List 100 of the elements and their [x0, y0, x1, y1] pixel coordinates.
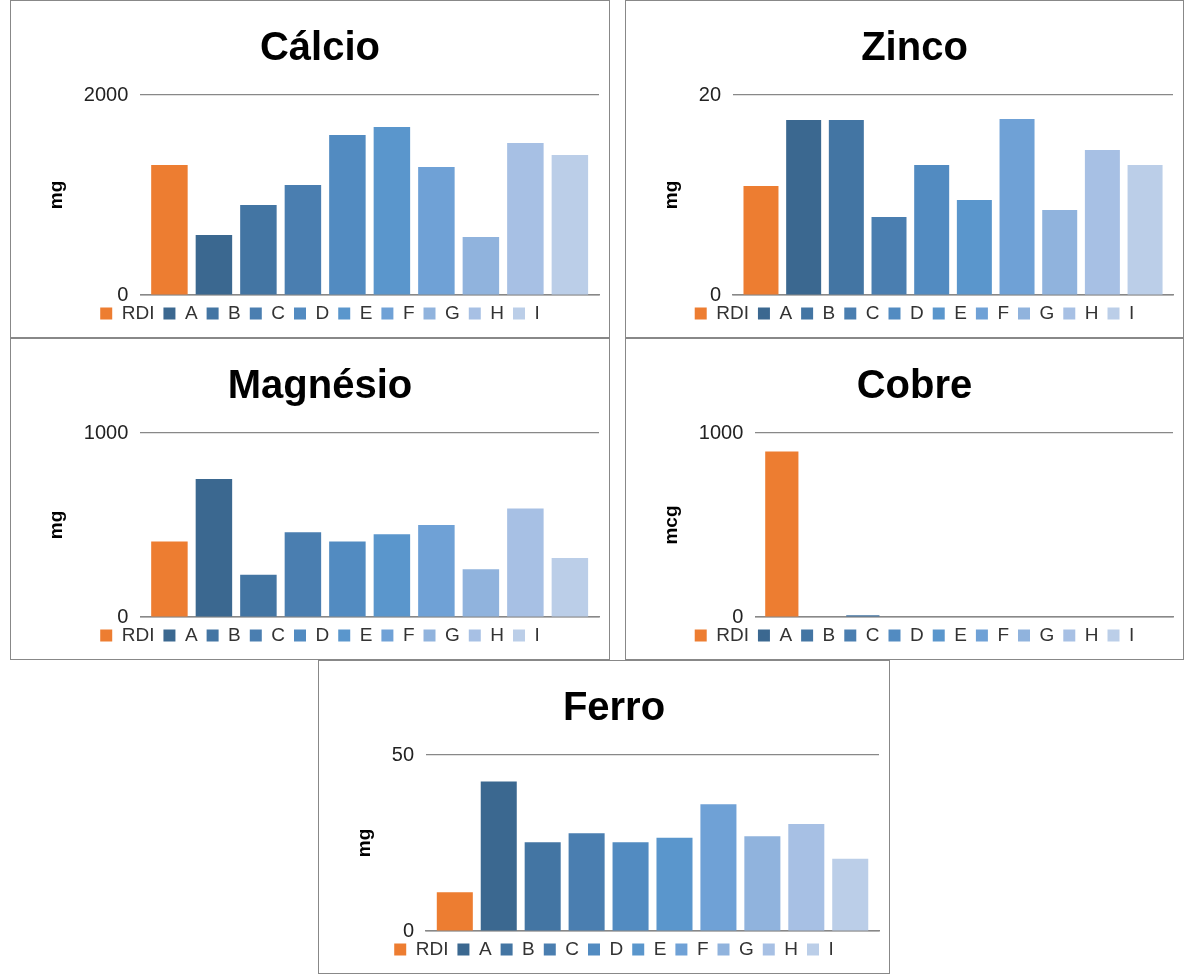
bar — [195, 235, 233, 295]
bar — [956, 200, 992, 295]
y-axis-title: mcg — [659, 505, 681, 545]
legend-label: B — [522, 937, 535, 959]
y-axis-title: mg — [44, 180, 66, 210]
bar — [1042, 210, 1078, 295]
legend-label: G — [445, 301, 460, 323]
bar — [284, 532, 322, 617]
bar — [151, 165, 188, 295]
legend-label: D — [315, 301, 330, 323]
bar — [656, 837, 693, 931]
legend-label: H — [490, 301, 505, 323]
chart-title: Magnésio — [227, 362, 413, 407]
bar — [329, 135, 366, 295]
chart-title: Zinco — [861, 24, 968, 69]
bar — [418, 167, 455, 295]
bar — [462, 569, 500, 617]
bar — [284, 185, 322, 295]
chart-title: Cobre — [856, 362, 973, 407]
bar — [999, 119, 1035, 295]
legend-label: F — [997, 623, 1010, 645]
legend-label: D — [910, 623, 924, 645]
legend-label: I — [534, 623, 540, 645]
legend-label: E — [653, 937, 667, 959]
bar — [480, 781, 517, 931]
legend-label: B — [228, 623, 241, 645]
bar — [786, 120, 822, 295]
bar — [373, 127, 411, 295]
chart-title: Ferro — [562, 684, 666, 729]
legend-label: G — [739, 937, 754, 959]
legend-label: A — [779, 301, 793, 323]
legend-label: A — [779, 623, 793, 645]
bar — [788, 823, 825, 931]
legend-label: F — [696, 937, 709, 959]
bar — [195, 479, 233, 617]
legend-label: I — [1129, 301, 1135, 323]
legend-label: RDI — [415, 937, 449, 959]
legend-label: A — [184, 623, 198, 645]
bar — [507, 508, 544, 617]
legend-label: I — [534, 301, 540, 323]
bar — [828, 120, 864, 295]
legend-label: E — [359, 301, 373, 323]
bar — [524, 842, 561, 931]
bar — [700, 804, 737, 931]
legend-label: C — [271, 623, 286, 645]
bar — [832, 858, 869, 931]
legend-label: B — [228, 301, 241, 323]
legend-label: C — [565, 937, 580, 959]
legend-label: H — [1084, 623, 1099, 645]
bar — [612, 842, 649, 931]
legend-label: I — [1129, 623, 1135, 645]
bar — [551, 155, 589, 295]
bar — [743, 186, 779, 295]
legend-label: B — [822, 623, 836, 645]
bar — [462, 237, 500, 295]
legend-label: E — [359, 623, 373, 645]
y-tick-label: 1000 — [698, 420, 744, 443]
legend-label: H — [1084, 301, 1099, 323]
bar — [507, 143, 544, 295]
legend-label: F — [402, 623, 415, 645]
bar — [436, 892, 473, 931]
legend-label: B — [822, 301, 836, 323]
legend-label: D — [910, 301, 924, 323]
bar — [1127, 165, 1163, 295]
legend-label: H — [784, 937, 799, 959]
bar — [151, 541, 188, 617]
y-tick-label: 20 — [698, 82, 722, 105]
bar — [871, 217, 907, 295]
legend-label: G — [1039, 301, 1055, 323]
y-axis-title: mg — [44, 510, 66, 540]
y-tick-label: 0 — [402, 918, 415, 941]
legend-label: A — [478, 937, 492, 959]
y-axis-title: mg — [659, 180, 681, 210]
bar — [240, 574, 277, 617]
bar — [373, 534, 411, 617]
legend-label: H — [490, 623, 505, 645]
bar — [418, 525, 455, 617]
y-tick-label: 50 — [391, 742, 415, 765]
legend-label: F — [402, 301, 415, 323]
legend-label: D — [609, 937, 624, 959]
bar — [744, 836, 781, 931]
y-axis-title: mg — [352, 828, 374, 858]
legend-label: E — [954, 301, 967, 323]
bar — [551, 558, 589, 617]
legend-label: D — [315, 623, 330, 645]
legend-label: C — [271, 301, 286, 323]
bar — [240, 205, 277, 295]
y-tick-label: 2000 — [83, 82, 129, 105]
legend-label: E — [954, 623, 967, 645]
legend-label: C — [865, 623, 880, 645]
bar — [329, 541, 366, 617]
bar — [1084, 150, 1120, 295]
legend-label: I — [828, 937, 834, 959]
legend-label: A — [184, 301, 198, 323]
legend-label: G — [445, 623, 460, 645]
legend-label: F — [997, 301, 1010, 323]
legend-label: C — [865, 301, 880, 323]
legend-label: G — [1039, 623, 1055, 645]
y-tick-label: 1000 — [83, 420, 129, 443]
chart-title: Cálcio — [259, 24, 381, 69]
